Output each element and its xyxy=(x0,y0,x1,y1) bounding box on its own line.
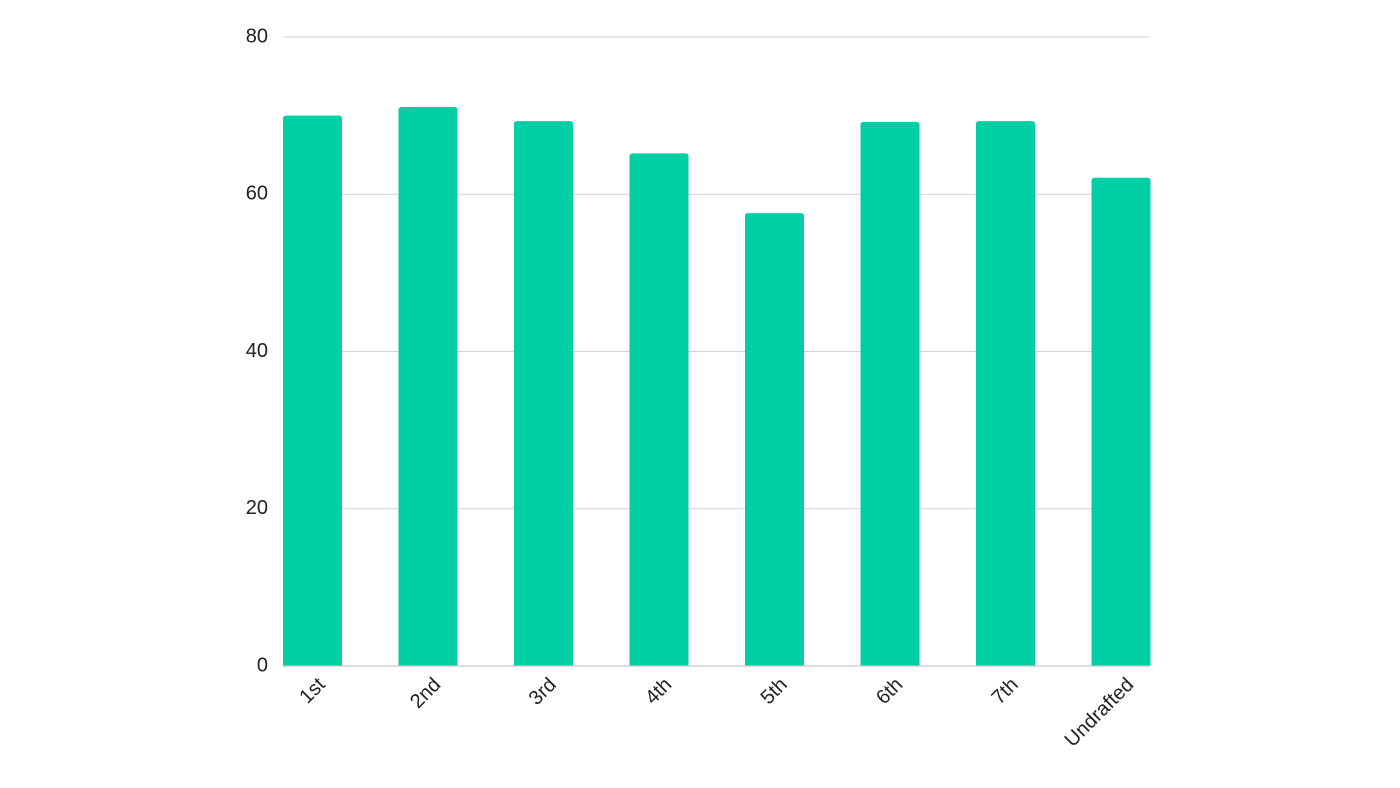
x-tick-label: 1st xyxy=(295,673,330,708)
x-tick-label: 7th xyxy=(988,674,1023,709)
x-tick-label: 3rd xyxy=(525,674,561,710)
y-tick-label: 0 xyxy=(257,654,268,676)
y-tick-label: 60 xyxy=(246,183,268,205)
bar xyxy=(283,115,342,666)
x-tick-label: Undrafted xyxy=(1061,674,1139,752)
y-tick-label: 20 xyxy=(246,497,268,519)
bar xyxy=(514,121,573,666)
x-tick-label: 2nd xyxy=(406,674,445,713)
y-tick-label: 40 xyxy=(246,340,268,362)
bar xyxy=(629,153,689,667)
y-tick-label: 80 xyxy=(246,25,268,47)
bar xyxy=(976,121,1035,666)
x-tick-label: 6th xyxy=(872,674,907,709)
bar xyxy=(1091,177,1151,666)
bar xyxy=(398,106,458,666)
bar xyxy=(745,213,804,666)
x-tick-label: 5th xyxy=(757,674,792,709)
x-tick-label: 4th xyxy=(641,674,676,709)
bar xyxy=(860,121,920,667)
